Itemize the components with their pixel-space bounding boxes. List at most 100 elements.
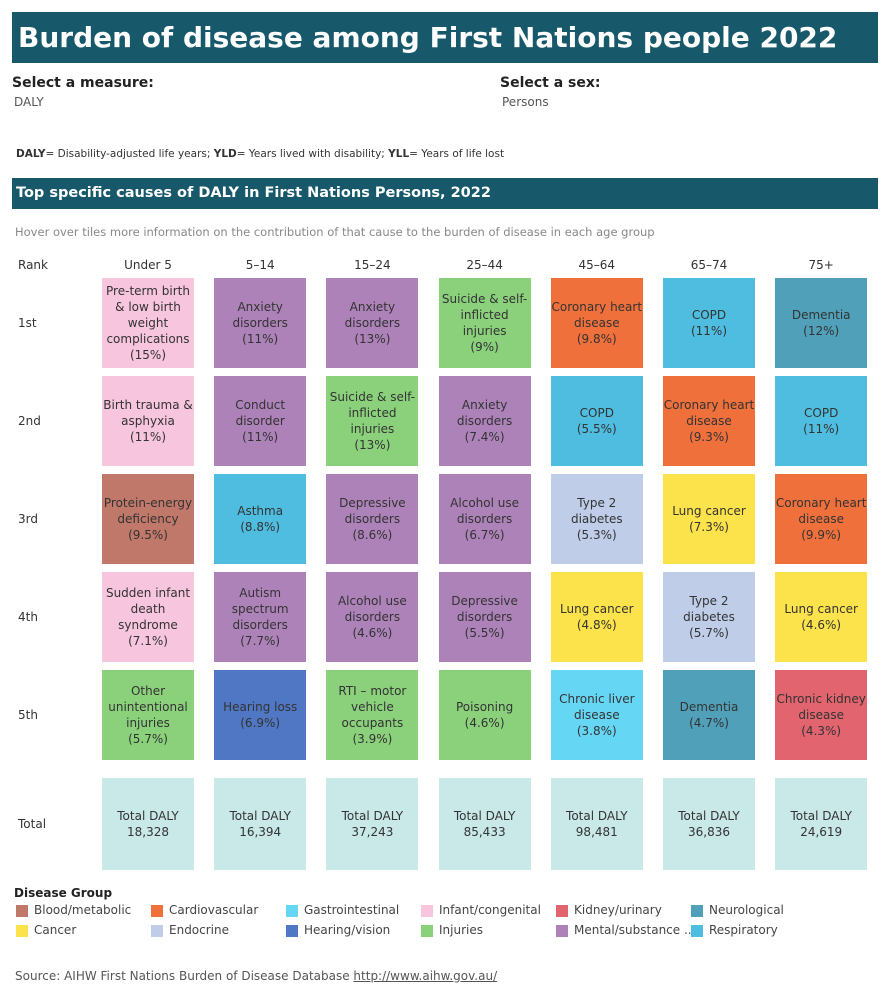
legend-title: Disease Group: [14, 886, 113, 900]
cause-name: RTI – motor vehicle occupants: [338, 684, 407, 730]
legend-label: Neurological: [709, 903, 784, 917]
rank-header: Rank: [18, 258, 48, 272]
cause-tile[interactable]: Coronary heart disease (9.9%): [775, 474, 868, 564]
cause-share: (11%): [129, 430, 167, 444]
cause-tile[interactable]: Protein-energy deficiency (9.5%): [102, 474, 194, 564]
cause-tile[interactable]: Dementia (12%): [775, 278, 868, 368]
cause-tile[interactable]: Alcohol use disorders (4.6%): [326, 572, 419, 662]
cause-tile[interactable]: Lung cancer (4.8%): [550, 572, 643, 662]
cause-name: Lung cancer: [560, 602, 634, 616]
cause-share: (9.9%): [801, 528, 842, 542]
definition: = Years of life lost: [409, 148, 505, 160]
cause-tile[interactable]: Anxiety disorders (11%): [214, 278, 307, 368]
legend-label: Mental/substance ..: [574, 923, 692, 937]
cause-tile[interactable]: Hearing loss (6.9%): [214, 670, 307, 760]
filter-label: Select a sex:: [500, 75, 601, 91]
source: Source: AIHW First Nations Burden of Dis…: [15, 969, 497, 983]
cause-tile[interactable]: Sudden infant death syndrome (7.1%): [102, 572, 194, 662]
total-value: 24,619: [800, 825, 843, 839]
cause-tile[interactable]: Autism spectrum disorders (7.7%): [214, 572, 307, 662]
total-label: Total: [18, 817, 47, 831]
cause-tile[interactable]: COPD (11%): [663, 278, 755, 368]
header-bar: Burden of disease among First Nations pe…: [12, 12, 878, 63]
cause-share: (4.7%): [689, 716, 729, 730]
cause-tile[interactable]: Conduct disorder (11%): [214, 376, 307, 466]
column-header: 15–24: [354, 258, 391, 272]
cause-tile[interactable]: Anxiety disorders (13%): [326, 278, 419, 368]
cause-tile[interactable]: Coronary heart disease (9.3%): [663, 376, 755, 466]
filter-label: Select a measure:: [12, 75, 154, 91]
term: DALY: [16, 148, 46, 160]
hint: Hover over tiles more information on the…: [15, 225, 655, 239]
filter-value[interactable]: Persons: [502, 95, 549, 109]
cause-share: (4.8%): [576, 618, 617, 632]
cause-tile[interactable]: Anxiety disorders (7.4%): [438, 376, 531, 466]
cause-tile[interactable]: Chronic liver disease (3.8%): [550, 670, 643, 760]
total-tile: Total DALY 37,243: [326, 778, 419, 870]
cause-tile[interactable]: Depressive disorders (8.6%): [326, 474, 419, 564]
source-link[interactable]: http://www.aihw.gov.au/: [353, 969, 498, 983]
cause-tile[interactable]: Poisoning (4.6%): [438, 670, 531, 760]
cause-share: (11%): [690, 324, 728, 338]
cause-name: Anxiety disorders: [344, 300, 401, 330]
cause-tile[interactable]: Other unintentional injuries (5.7%): [102, 670, 194, 760]
total-value: 18,328: [127, 825, 169, 839]
cause-name: COPD: [691, 308, 727, 322]
total-tile: Total DALY 36,836: [663, 778, 755, 870]
cause-tile[interactable]: Alcohol use disorders (6.7%): [438, 474, 531, 564]
cause-tile[interactable]: RTI – motor vehicle occupants (3.9%): [326, 670, 419, 760]
cause-tile[interactable]: Depressive disorders (5.5%): [438, 572, 531, 662]
total-name: Total DALY: [453, 809, 516, 823]
rank-label: 1st: [18, 316, 37, 330]
legend-swatch: [421, 925, 433, 937]
cause-name: Hearing loss: [223, 700, 298, 714]
cause-tile[interactable]: Chronic kidney disease (4.3%): [775, 670, 868, 760]
cause-name: Lung cancer: [672, 504, 746, 518]
legend-swatch: [286, 925, 298, 937]
cause-name: Type 2 diabetes: [570, 496, 623, 526]
cause-tile[interactable]: Type 2 diabetes (5.3%): [550, 474, 643, 564]
cause-name: Dementia: [791, 308, 851, 322]
cause-name: Alcohol use disorders: [450, 496, 519, 526]
cause-tile[interactable]: Birth trauma & asphyxia (11%): [102, 376, 194, 466]
cause-share: (7.3%): [689, 520, 729, 534]
cause-tile[interactable]: Lung cancer (4.6%): [775, 572, 868, 662]
cause-name: Conduct disorder: [235, 398, 286, 428]
cause-tile[interactable]: Asthma (8.8%): [214, 474, 307, 564]
section-title: Top specific causes of DALY in First Nat…: [16, 185, 491, 201]
total-value: 37,243: [351, 825, 394, 839]
cause-name: Type 2 diabetes: [683, 594, 735, 624]
cause-tile[interactable]: COPD (5.5%): [550, 376, 643, 466]
cause-tile[interactable]: Dementia (4.7%): [663, 670, 755, 760]
total-value: 36,836: [688, 825, 730, 839]
cause-share: (12%): [803, 324, 840, 338]
column-header: Under 5: [124, 258, 172, 272]
cause-tile[interactable]: Suicide & self-inflicted injuries (9%): [438, 278, 531, 368]
total-value: 16,394: [239, 825, 282, 839]
cause-share: (5.7%): [689, 626, 729, 640]
legend-swatch: [691, 905, 703, 917]
cause-tile[interactable]: Coronary heart disease (9.8%): [550, 278, 643, 368]
cause-share: (6.9%): [240, 716, 281, 730]
cause-name: Coronary heart disease: [663, 398, 755, 428]
legend-label: Injuries: [439, 923, 483, 937]
total-name: Total DALY: [678, 809, 740, 823]
cause-tile[interactable]: COPD (11%): [775, 376, 868, 466]
cause-share: (5.7%): [128, 732, 168, 746]
total-tile: Total DALY 16,394: [214, 778, 307, 870]
definition: = Disability-adjusted life years;: [45, 148, 214, 160]
column-header: 45–64: [578, 258, 616, 272]
cause-name: Chronic liver disease: [559, 692, 635, 722]
rank-label: 4th: [18, 610, 38, 624]
cause-tile[interactable]: Suicide & self-inflicted injuries (13%): [326, 376, 419, 466]
cause-tile[interactable]: Pre-term birth & low birth weight compli…: [102, 278, 194, 368]
cause-tile[interactable]: Type 2 diabetes (5.7%): [663, 572, 755, 662]
cause-tile[interactable]: Lung cancer (7.3%): [663, 474, 755, 564]
legend-swatch: [16, 925, 28, 937]
filter-value[interactable]: DALY: [14, 95, 44, 109]
cause-name: Poisoning: [455, 700, 514, 714]
legend-swatch: [286, 905, 298, 917]
column-header: 25–44: [466, 258, 503, 272]
cause-name: Lung cancer: [784, 602, 858, 616]
